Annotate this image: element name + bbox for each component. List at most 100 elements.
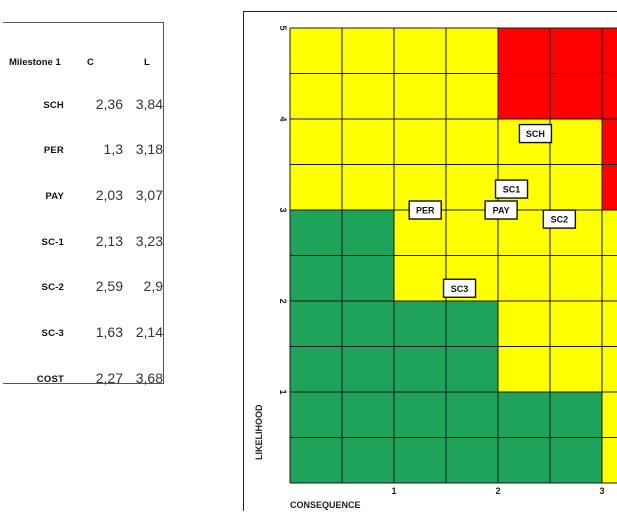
- zone-cell-yellow: [446, 119, 498, 165]
- x-tick-label: 3: [599, 486, 604, 496]
- row-label: PER: [43, 145, 64, 156]
- zone-cell-yellow: [550, 346, 602, 392]
- zone-cell-green: [290, 346, 342, 392]
- zone-cell-yellow: [602, 255, 617, 301]
- zone-cell-green: [342, 210, 394, 256]
- consequence-value: 1,63: [95, 324, 123, 340]
- data-point-sch: SCH: [518, 123, 553, 144]
- point-box: [484, 200, 518, 220]
- table-row: PER 1,3 3,18: [3, 141, 164, 161]
- table-row: SC-2 2,59 2,9: [3, 278, 164, 298]
- table-row: SC-1 2,13 3,23: [3, 233, 164, 253]
- row-label: SC-1: [41, 237, 64, 248]
- zone-cell-yellow: [290, 28, 342, 74]
- zone-cell-red: [550, 28, 602, 74]
- likelihood-value: 3,23: [135, 233, 163, 249]
- risk-zones: [290, 28, 617, 483]
- y-tick-label: 1: [278, 389, 288, 394]
- point-box: [494, 179, 529, 199]
- column-header-l: L: [144, 57, 150, 68]
- column-header-c: C: [87, 57, 94, 68]
- table-title: Milestone 1: [9, 57, 61, 68]
- zone-cell-yellow: [446, 28, 498, 74]
- consequence-value: 2,27: [95, 370, 123, 386]
- zone-cell-red: [602, 73, 617, 119]
- zone-cell-red: [498, 28, 550, 74]
- zone-cell-green: [550, 392, 602, 438]
- likelihood-value: 2,9: [143, 278, 163, 294]
- axis-ticks: 1 2 3 1 2 3 4 5: [278, 25, 605, 496]
- zone-cell-green: [550, 437, 602, 483]
- zone-cell-green: [290, 392, 342, 438]
- zone-cell-yellow: [602, 210, 617, 256]
- point-box: [442, 278, 477, 298]
- point-label: SC3: [451, 284, 469, 294]
- zone-cell-green: [446, 437, 498, 483]
- zone-cell-yellow: [290, 119, 342, 165]
- zone-cell-green: [290, 255, 342, 301]
- zone-cell-green: [394, 392, 446, 438]
- x-tick-label: 2: [495, 486, 500, 496]
- x-axis-title: CONSEQUENCE: [290, 500, 361, 510]
- data-point-sc2: SC2: [542, 209, 577, 229]
- zone-cell-green: [342, 346, 394, 392]
- y-tick-label: 5: [278, 25, 288, 30]
- row-label: SC-2: [41, 282, 64, 293]
- y-tick-label: 2: [278, 298, 288, 303]
- consequence-value: 2,59: [95, 278, 123, 294]
- row-label: SCH: [43, 100, 64, 111]
- zone-cell-yellow: [550, 164, 602, 210]
- zone-cell-red: [498, 73, 550, 119]
- x-tick-label: 1: [391, 486, 396, 496]
- zone-cell-green: [290, 210, 342, 256]
- zone-cell-yellow: [602, 301, 617, 347]
- zone-cell-green: [498, 437, 550, 483]
- zone-cell-green: [394, 346, 446, 392]
- grid-lines: [289, 27, 617, 484]
- point-label: PER: [416, 206, 435, 216]
- zone-cell-yellow: [394, 119, 446, 165]
- data-point-sc3: SC3: [442, 278, 477, 298]
- zone-cell-yellow: [342, 164, 394, 210]
- zone-cell-green: [342, 437, 394, 483]
- point-label: SC2: [551, 215, 569, 225]
- zone-cell-yellow: [342, 73, 394, 119]
- zone-cell-yellow: [342, 28, 394, 74]
- likelihood-value: 2,14: [135, 324, 163, 340]
- table-row: COST 2,27 3,68: [3, 370, 164, 390]
- zone-cell-yellow: [394, 73, 446, 119]
- zone-cell-yellow: [498, 346, 550, 392]
- data-point-pay: PAY: [484, 200, 518, 220]
- zone-cell-yellow: [446, 73, 498, 119]
- zone-cell-green: [342, 301, 394, 347]
- point-label: SCH: [526, 129, 545, 139]
- zone-cell-red: [602, 119, 617, 165]
- row-label: SC-3: [41, 328, 64, 339]
- zone-cell-red: [602, 164, 617, 210]
- data-point-sc1: SC1: [494, 179, 529, 199]
- consequence-value: 2,36: [95, 96, 123, 112]
- point-box: [408, 200, 442, 220]
- zone-cell-green: [342, 255, 394, 301]
- zone-cell-yellow: [394, 255, 446, 301]
- zone-cell-yellow: [498, 255, 550, 301]
- point-box: [518, 123, 553, 144]
- zone-cell-yellow: [602, 392, 617, 438]
- zone-cell-green: [290, 437, 342, 483]
- consequence-value: 2,13: [95, 233, 123, 249]
- zone-cell-yellow: [602, 346, 617, 392]
- zone-cell-yellow: [550, 119, 602, 165]
- point-label: SC1: [503, 185, 521, 195]
- y-tick-label: 4: [278, 116, 288, 121]
- zone-cell-green: [446, 346, 498, 392]
- zone-cell-yellow: [394, 28, 446, 74]
- zone-cell-green: [498, 392, 550, 438]
- table-row: SC-3 1,63 2,14: [3, 324, 164, 344]
- table-row: SCH 2,36 3,84: [3, 96, 164, 116]
- zone-cell-yellow: [602, 437, 617, 483]
- likelihood-value: 3,68: [135, 370, 163, 386]
- zone-cell-green: [446, 301, 498, 347]
- data-point-per: PER: [408, 200, 442, 220]
